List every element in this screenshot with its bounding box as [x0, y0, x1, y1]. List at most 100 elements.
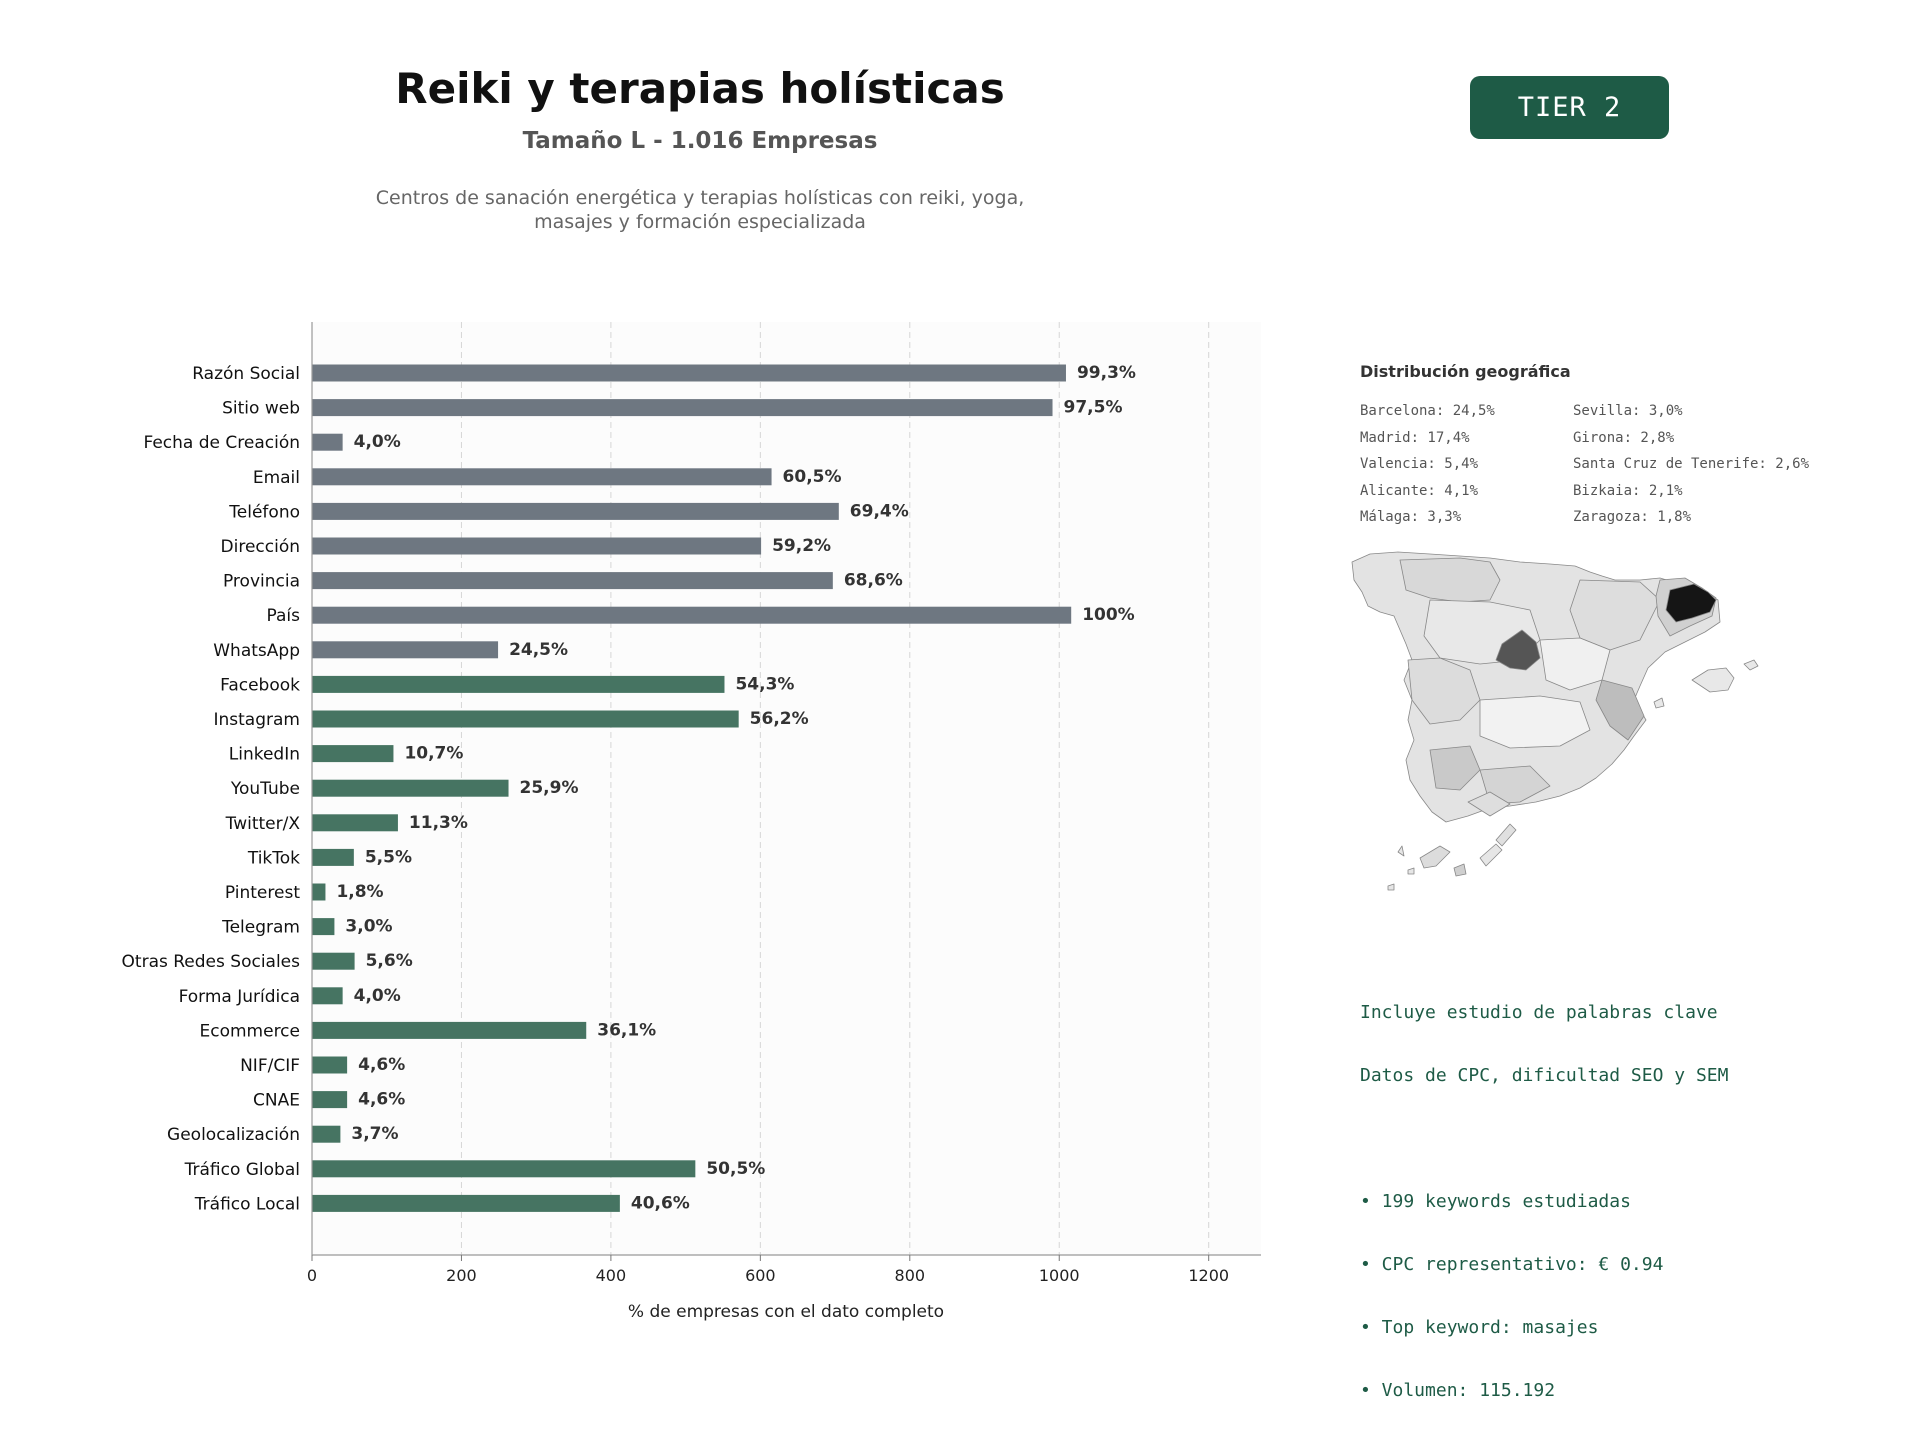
keyword-bullet: • 199 keywords estudiadas — [1360, 1191, 1631, 1212]
geo-item: Santa Cruz de Tenerife: 2,6% — [1573, 456, 1810, 472]
value-label: 4,0% — [354, 432, 401, 452]
category-label: Razón Social — [192, 364, 300, 384]
bar — [312, 399, 1053, 417]
keywords-line-2: Datos de CPC, dificultad SEO y SEM — [1360, 1065, 1729, 1086]
page-title: Reiki y terapias holísticas — [395, 64, 1005, 113]
bar — [312, 572, 833, 590]
map-region-barcelona — [1665, 583, 1717, 623]
geo-item: Barcelona: 24,5% — [1360, 403, 1495, 419]
bar — [312, 814, 398, 832]
category-label: Telegram — [221, 918, 300, 938]
bar — [312, 364, 1066, 382]
keyword-bullet: • Volumen: 115.192 — [1360, 1380, 1556, 1401]
map-region-aragon — [1569, 579, 1661, 651]
value-label: 24,5% — [509, 640, 568, 660]
map-island-menorca — [1743, 659, 1759, 671]
value-label: 99,3% — [1077, 363, 1136, 383]
category-label: CNAE — [253, 1091, 300, 1111]
bar — [312, 918, 335, 936]
bar — [312, 606, 1072, 624]
bar — [312, 468, 772, 486]
value-label: 54,3% — [735, 674, 794, 694]
geo-item: Sevilla: 3,0% — [1573, 403, 1683, 419]
x-tick-label: 1200 — [1188, 1266, 1229, 1285]
value-label: 36,1% — [597, 1020, 656, 1040]
geo-item: Valencia: 5,4% — [1360, 456, 1479, 472]
map-region-manchuela — [1479, 695, 1591, 749]
value-label: 3,0% — [345, 917, 392, 937]
bar — [312, 1021, 587, 1039]
page-description: Centros de sanación energética y terapia… — [300, 186, 1100, 234]
category-label: Dirección — [221, 537, 300, 557]
value-label: 60,5% — [783, 467, 842, 487]
category-label: YouTube — [230, 779, 300, 799]
map-region-madrid — [1495, 629, 1541, 671]
bar-chart: Razón Social Sitio web Fecha de Creación Em… — [122, 322, 1261, 1322]
category-label: Fecha de Creación — [143, 433, 300, 453]
value-labels: 99,3% 97,5% 4,0% 60,5% 69,4% 59,2% 68,6% 100% 24… — [336, 363, 1136, 1213]
bars — [312, 364, 1072, 1212]
value-label: 25,9% — [520, 778, 579, 798]
bar — [312, 641, 499, 659]
bar — [312, 745, 394, 763]
map-region-andalucia-west — [1429, 745, 1481, 791]
value-label: 10,7% — [404, 744, 463, 764]
map-island-lanzarote — [1495, 823, 1517, 847]
geo-item: Málaga: 3,3% — [1360, 509, 1462, 525]
page-subtitle: Tamaño L - 1.016 Empresas — [522, 128, 878, 154]
value-label: 4,6% — [358, 1055, 405, 1075]
bar — [312, 502, 839, 520]
value-label: 4,0% — [354, 986, 401, 1006]
map-region-north — [1399, 557, 1501, 603]
geo-list-right: Sevilla: 3,0% Girona: 2,8% Santa Cruz de… — [1573, 398, 1809, 531]
bar — [312, 710, 739, 728]
description-line-2: masajes y formación especializada — [534, 211, 866, 233]
value-label: 5,6% — [366, 951, 413, 971]
category-label: Tráfico Global — [184, 1160, 300, 1180]
map-island-gran-canaria — [1453, 863, 1467, 877]
category-label: Provincia — [223, 572, 300, 592]
category-label: Forma Jurídica — [179, 987, 300, 1007]
tier-badge: TIER 2 — [1470, 76, 1669, 139]
bar — [312, 433, 343, 451]
x-tick-label: 200 — [446, 1266, 477, 1285]
value-label: 56,2% — [750, 709, 809, 729]
value-label: 5,5% — [365, 847, 412, 867]
bar — [312, 675, 725, 693]
bar — [312, 1194, 620, 1212]
value-label: 3,7% — [351, 1124, 398, 1144]
keyword-bullet: • Top keyword: masajes — [1360, 1317, 1599, 1338]
category-label: Tráfico Local — [194, 1194, 300, 1214]
keyword-bullet: • CPC representativo: € 0.94 — [1360, 1254, 1664, 1275]
category-label: País — [267, 606, 301, 626]
geo-item: Girona: 2,8% — [1573, 429, 1675, 446]
value-label: 100% — [1082, 605, 1135, 625]
bar — [312, 1056, 348, 1074]
keywords-panel: Incluye estudio de palabras clave Datos … — [1360, 960, 1728, 1422]
x-tick-label: 400 — [596, 1266, 627, 1285]
bar — [312, 779, 509, 797]
map-island-gomera — [1407, 867, 1415, 875]
category-label: Pinterest — [225, 883, 300, 903]
category-label: Teléfono — [228, 502, 300, 522]
bar — [312, 848, 354, 866]
bar — [312, 883, 326, 901]
x-tick-label: 600 — [745, 1266, 776, 1285]
keywords-line-1: Incluye estudio de palabras clave — [1360, 1002, 1718, 1023]
bar — [312, 537, 762, 555]
map-island-ibiza — [1653, 697, 1665, 709]
x-ticks: 0 200 400 600 800 1000 1200 — [307, 1255, 1229, 1285]
description-line-1: Centros de sanación energética y terapia… — [375, 187, 1025, 209]
x-tick-label: 1000 — [1039, 1266, 1080, 1285]
category-label: WhatsApp — [213, 641, 300, 661]
keywords-spacer — [1360, 1128, 1728, 1149]
bar — [312, 1160, 696, 1178]
category-label: Email — [253, 468, 300, 488]
map-island-hierro — [1387, 883, 1395, 891]
category-label: Ecommerce — [200, 1021, 301, 1041]
x-tick-label: 0 — [307, 1266, 317, 1285]
bar — [312, 1091, 348, 1109]
category-label: Instagram — [214, 710, 301, 730]
bar — [312, 1125, 341, 1143]
value-label: 1,8% — [336, 882, 383, 902]
